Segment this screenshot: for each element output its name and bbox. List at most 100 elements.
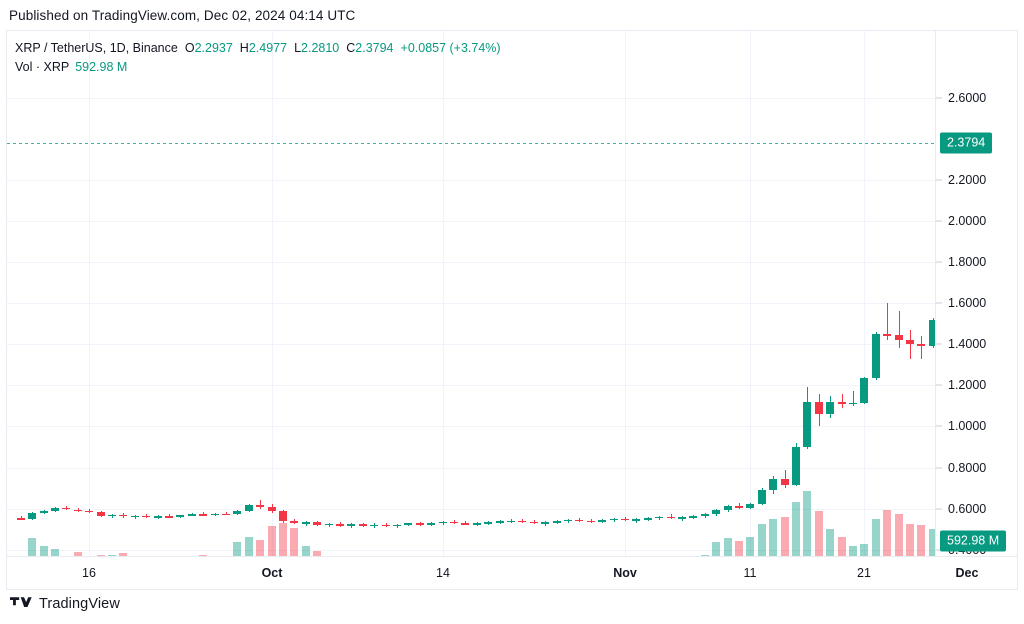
volume-bar bbox=[40, 546, 48, 556]
candle-body bbox=[610, 518, 618, 521]
time-tick-label: Oct bbox=[261, 566, 283, 580]
price-axis[interactable]: 2.6000 2.2000 2.0000 1.8000 1.6000 1.4000 1.20… bbox=[935, 31, 1017, 557]
vertical-gridline bbox=[750, 31, 751, 556]
candle-body bbox=[450, 521, 458, 524]
volume-bar bbox=[119, 553, 127, 556]
candle-body bbox=[359, 524, 367, 526]
volume-bar bbox=[233, 542, 241, 556]
candle-body bbox=[17, 518, 25, 520]
legend-ohlc-label: L bbox=[294, 41, 302, 55]
candle-body bbox=[302, 522, 310, 524]
time-tick-label: 21 bbox=[857, 566, 871, 580]
horizontal-gridline bbox=[7, 303, 935, 304]
horizontal-gridline bbox=[7, 509, 935, 510]
legend-symbol[interactable]: XRP / TetherUS, 1D, Binance bbox=[15, 41, 178, 55]
price-tick-mark bbox=[936, 302, 942, 304]
volume-bar bbox=[769, 519, 777, 556]
candle-body bbox=[461, 523, 469, 525]
legend-ohlc-group: O2.2937 H2.4977 L2.2810 C2.3794 bbox=[185, 39, 401, 58]
candle-body bbox=[233, 510, 241, 515]
legend-ohlc-value: 2.2937 bbox=[194, 41, 233, 55]
candle-body bbox=[325, 523, 333, 526]
candle-body bbox=[40, 511, 48, 513]
candle-body bbox=[484, 522, 492, 524]
candle-body bbox=[404, 523, 412, 525]
price-tick-mark bbox=[936, 384, 942, 386]
volume-bar bbox=[746, 537, 754, 556]
candle-body bbox=[724, 506, 732, 510]
candle-body bbox=[97, 511, 105, 516]
legend-volume-row: Vol · XRP 592.98 M bbox=[15, 58, 501, 77]
candle-body bbox=[781, 479, 789, 485]
volume-bar bbox=[313, 551, 321, 556]
candle-body bbox=[211, 513, 219, 516]
legend-ohlc-h: H2.4977 bbox=[240, 39, 287, 58]
candle-body bbox=[290, 521, 298, 524]
horizontal-gridline bbox=[7, 344, 935, 345]
time-axis[interactable]: 16Oct14Nov1121Dec11 bbox=[7, 556, 1017, 589]
candle-body bbox=[473, 523, 481, 525]
candle-body bbox=[803, 401, 811, 448]
candle-body bbox=[393, 524, 401, 527]
volume-bar bbox=[849, 546, 857, 556]
candle-body bbox=[279, 511, 287, 522]
candle-body bbox=[256, 504, 264, 508]
candle-body bbox=[176, 515, 184, 517]
time-tick-label: 11 bbox=[743, 566, 757, 580]
candle-body bbox=[735, 506, 743, 508]
price-tick-mark bbox=[936, 220, 942, 222]
legend-volume-label[interactable]: Vol · XRP bbox=[15, 60, 70, 74]
candle-body bbox=[507, 520, 515, 523]
price-tick-label: 1.6000 bbox=[948, 296, 987, 311]
legend-ohlc-label: C bbox=[346, 41, 356, 55]
published-text: Published on TradingView.com, Dec 02, 20… bbox=[9, 7, 356, 23]
legend-ohlc-label: H bbox=[239, 41, 249, 55]
candle-body bbox=[872, 334, 880, 379]
legend-ohlc-value: 2.4977 bbox=[248, 41, 288, 55]
legend-ohlc-value: 2.3794 bbox=[355, 41, 394, 55]
time-tick-label: 14 bbox=[436, 566, 450, 580]
volume-badge: 592.98 M bbox=[940, 530, 1007, 552]
candle-body bbox=[712, 509, 720, 515]
vertical-gridline bbox=[272, 31, 273, 556]
volume-bar bbox=[906, 524, 914, 556]
chart-plot-area[interactable] bbox=[7, 31, 935, 556]
volume-bar bbox=[199, 555, 207, 556]
chart-panel: XRP / TetherUS, 1D, Binance O2.2937 H2.49… bbox=[6, 30, 1018, 590]
candle-body bbox=[632, 519, 640, 521]
horizontal-gridline bbox=[7, 426, 935, 427]
horizontal-gridline bbox=[7, 180, 935, 181]
volume-bar bbox=[792, 502, 800, 556]
candle-wick bbox=[899, 311, 900, 349]
price-tick-mark bbox=[936, 179, 942, 181]
legend-change: +0.0857 (+3.74%) bbox=[400, 41, 501, 55]
vertical-gridline bbox=[625, 31, 626, 556]
candle-wick bbox=[671, 514, 672, 520]
volume-bar bbox=[883, 510, 891, 556]
tradingview-brand-name: TradingView bbox=[39, 596, 120, 612]
candle-body bbox=[131, 515, 139, 518]
volume-bar bbox=[781, 517, 789, 556]
volume-bar bbox=[302, 546, 310, 556]
price-tick-label: 2.0000 bbox=[948, 213, 987, 228]
price-tick-mark bbox=[936, 508, 942, 510]
candle-body bbox=[336, 523, 344, 526]
candle-body bbox=[382, 524, 390, 527]
candle-body bbox=[496, 521, 504, 523]
volume-bar bbox=[838, 537, 846, 556]
candle-wick bbox=[739, 502, 740, 510]
candle-body bbox=[678, 517, 686, 519]
candle-body bbox=[518, 520, 526, 523]
candle-body bbox=[906, 340, 914, 345]
candle-body bbox=[815, 401, 823, 415]
candle-body bbox=[62, 507, 70, 510]
candle-body bbox=[917, 344, 925, 347]
volume-bar bbox=[724, 538, 732, 556]
volume-bar bbox=[815, 511, 823, 556]
price-tick-mark bbox=[936, 467, 942, 469]
candle-body bbox=[85, 510, 93, 513]
candle-body bbox=[28, 512, 36, 520]
legend-symbol-row: XRP / TetherUS, 1D, Binance O2.2937 H2.49… bbox=[15, 39, 501, 58]
candle-wick bbox=[21, 516, 22, 520]
candle-body bbox=[758, 490, 766, 505]
